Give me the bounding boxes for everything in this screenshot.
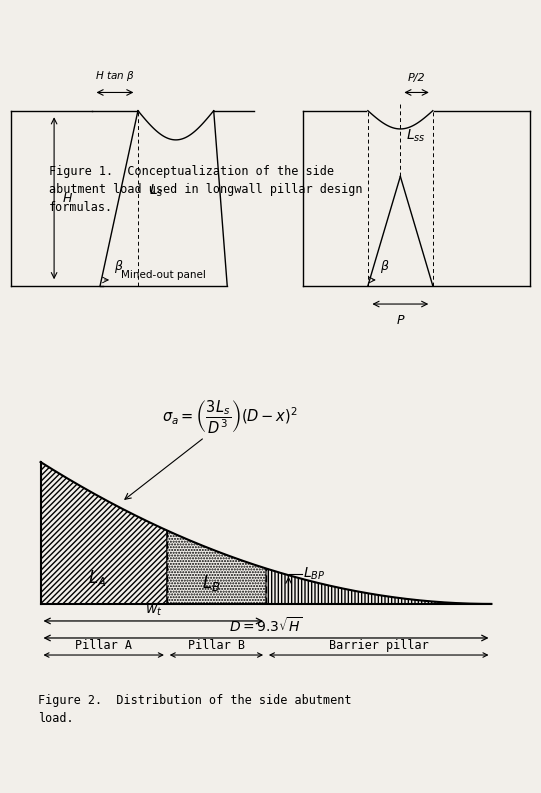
Text: $L_B$: $L_B$: [202, 573, 221, 592]
Text: P: P: [397, 313, 404, 327]
Text: $w_t$: $w_t$: [144, 603, 162, 618]
Text: P/2: P/2: [408, 73, 425, 83]
Text: $L_{ss}$: $L_{ss}$: [406, 128, 425, 144]
Text: H tan $\beta$: H tan $\beta$: [95, 69, 135, 83]
Text: Barrier pillar: Barrier pillar: [329, 639, 428, 652]
Text: $\beta$: $\beta$: [380, 258, 390, 275]
Text: $L_s$: $L_s$: [149, 182, 163, 199]
Text: $L_{BP}$: $L_{BP}$: [303, 565, 325, 582]
Text: $\sigma_a=\left(\dfrac{3L_s}{D^3}\right)(D-x)^2$: $\sigma_a=\left(\dfrac{3L_s}{D^3}\right)…: [125, 399, 298, 500]
Text: $D = 9.3\sqrt{H}$: $D = 9.3\sqrt{H}$: [229, 616, 303, 635]
Text: Pillar B: Pillar B: [188, 639, 245, 652]
Text: Pillar A: Pillar A: [75, 639, 132, 652]
Text: $L_A$: $L_A$: [88, 569, 107, 588]
Text: H: H: [62, 192, 71, 205]
Text: Figure 2.  Distribution of the side abutment
load.: Figure 2. Distribution of the side abutm…: [38, 694, 351, 725]
Text: Figure 1.  Conceptualization of the side
abutment load used in longwall pillar d: Figure 1. Conceptualization of the side …: [49, 166, 362, 214]
Text: Mined-out panel: Mined-out panel: [121, 270, 206, 280]
Text: $\beta$: $\beta$: [114, 258, 123, 275]
